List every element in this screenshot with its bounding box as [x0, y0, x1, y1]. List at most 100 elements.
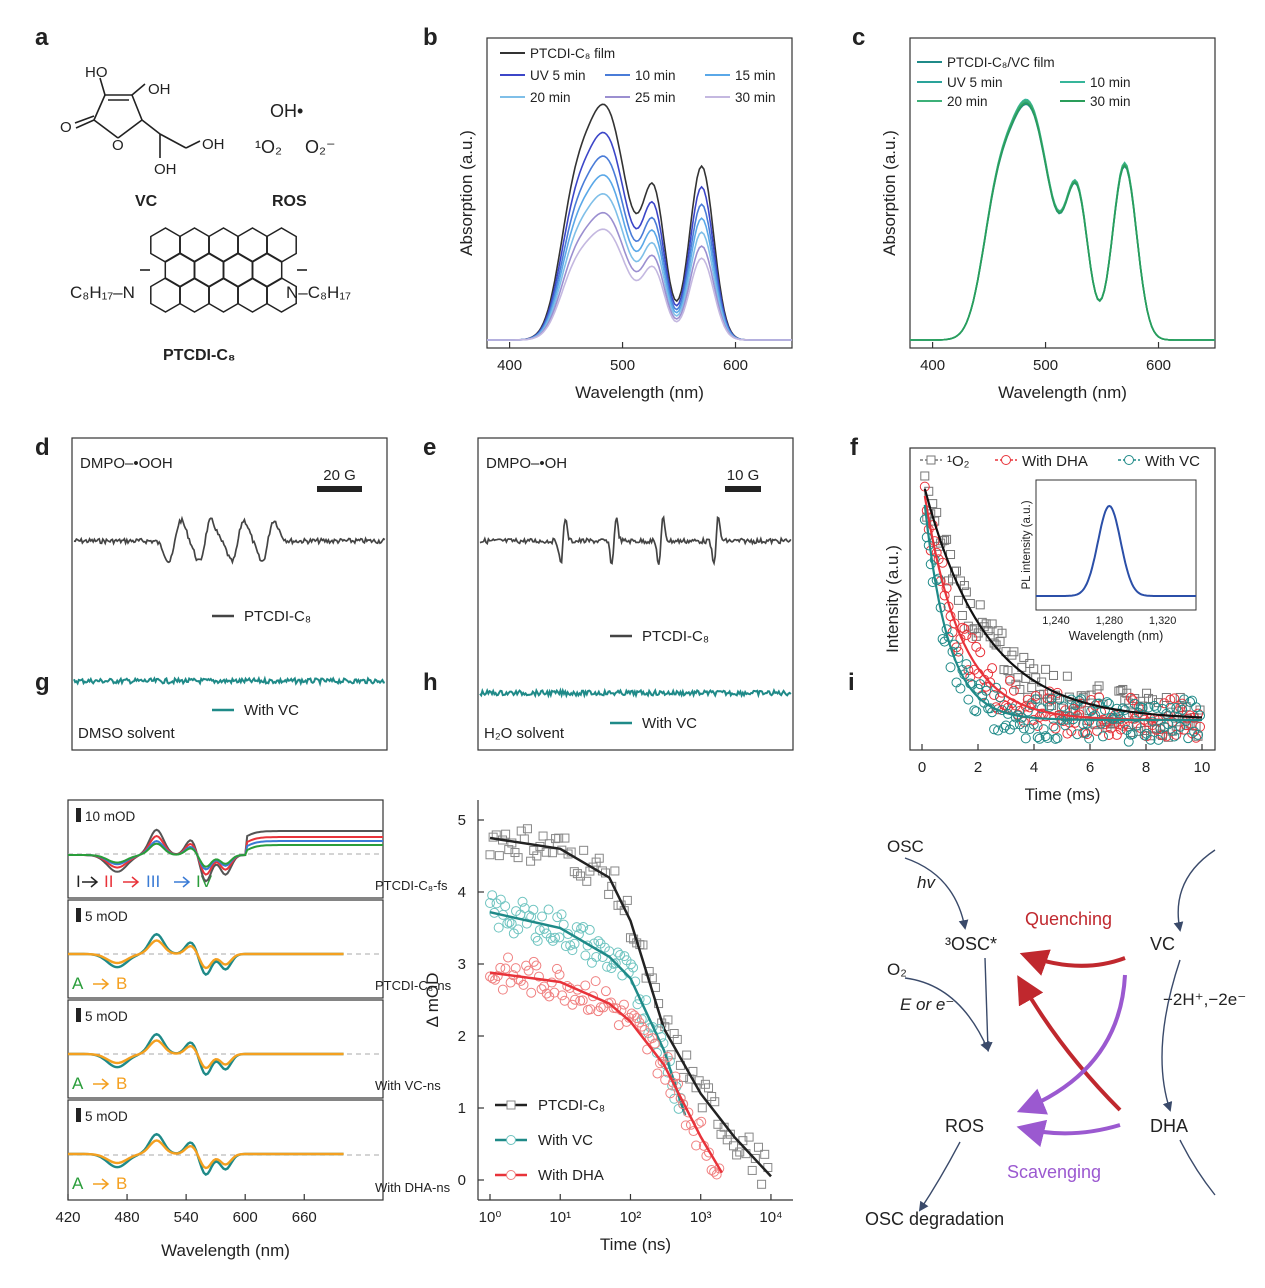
plot-frame: [71, 437, 388, 751]
data-point: [1008, 719, 1019, 730]
data-point: [544, 991, 555, 1002]
scheme-dha: DHA: [1150, 1116, 1188, 1136]
x-tick-label: 480: [115, 1209, 140, 1226]
state-b-label: B: [116, 1174, 127, 1193]
inset-y-label: PL intensity (a.u.): [1021, 500, 1033, 589]
inset-tick-label: 1,280: [1096, 615, 1124, 627]
data-point: [1066, 726, 1077, 737]
scheme-arrow: [1161, 959, 1181, 1112]
data-point: [1127, 729, 1138, 740]
data-point: [959, 623, 970, 634]
compound-label: PTCDI-C₈: [163, 347, 235, 364]
atom-label: OH: [202, 136, 225, 153]
solvent-label: H₂O solvent: [484, 725, 565, 742]
bond: [159, 133, 187, 149]
data-point: [991, 682, 1002, 693]
data-point: [487, 890, 498, 901]
data-point: [1009, 647, 1019, 657]
data-point: [997, 628, 1007, 638]
scheme-arrow: [1017, 975, 1122, 1112]
adduct-label: DMPO–•OH: [486, 455, 567, 472]
x-tick-label: 400: [497, 357, 522, 374]
x-axis-label: Wavelength (nm): [161, 1241, 290, 1260]
data-point: [503, 952, 514, 963]
data-point: [665, 1088, 676, 1099]
ring: [266, 227, 297, 263]
legend-marker: [1001, 455, 1011, 465]
data-point: [1030, 694, 1041, 705]
data-point: [707, 1092, 717, 1102]
inset-tick-label: 1,320: [1149, 615, 1177, 627]
data-point: [1019, 652, 1029, 662]
scale-bar-label: 20 G: [323, 467, 356, 484]
bond: [93, 94, 106, 121]
plot-frame: [909, 447, 1216, 751]
data-point: [516, 826, 526, 836]
spectrum-line: [487, 155, 792, 341]
data-point: [628, 962, 639, 973]
data-point: [1165, 694, 1176, 705]
ros-species: O₂⁻: [305, 137, 336, 157]
panel-i: i OSC hv Quenching ³OSC* VC O₂ E or e⁻ −2H⁺,−2e⁻…: [848, 669, 1246, 1229]
data-point: [500, 901, 511, 912]
x-tick-label: 0: [918, 759, 926, 776]
data-point: [703, 1147, 714, 1158]
data-point: [510, 848, 520, 858]
panel-d: d DMPO–•OOH 20 G PTCDI-C₈ With VC DMSO solven…: [35, 434, 388, 751]
legend-marker: [1124, 455, 1134, 465]
x-tick-label: 600: [1146, 357, 1171, 374]
data-point: [683, 1107, 694, 1118]
data-point: [757, 1179, 767, 1189]
data-point: [1052, 687, 1063, 698]
data-point: [518, 979, 529, 990]
data-point: [714, 1163, 725, 1174]
data-point: [532, 851, 542, 861]
scheme-arrow: [1173, 849, 1216, 932]
data-point: [975, 600, 985, 610]
legend-label: PTCDI-C₈: [244, 608, 311, 625]
bond: [75, 119, 95, 129]
scale-bar: [76, 1108, 81, 1122]
ring: [237, 227, 268, 263]
data-point: [547, 935, 558, 946]
data-point: [634, 994, 645, 1005]
epr-trace-vc: [73, 675, 385, 688]
data-point: [1072, 729, 1083, 740]
ta-fs-line: [68, 842, 383, 868]
panel-letter: h: [423, 669, 438, 696]
y-axis-label: Absorption (a.u.): [457, 130, 476, 256]
data-point: [663, 1015, 673, 1025]
data-point: [504, 845, 514, 855]
data-point: [1094, 681, 1104, 691]
sub-label: PTCDI-C₈-fs: [375, 878, 448, 893]
panel-b: b 400 500 600 Wavelength (nm) Absorption (a.u…: [423, 24, 793, 402]
data-point: [1029, 664, 1039, 674]
panel-letter: a: [35, 24, 49, 51]
scale-bar: [725, 486, 761, 492]
data-point: [579, 845, 589, 855]
x-tick-label: 2: [974, 759, 982, 776]
arrow-icon: [93, 1078, 110, 1090]
data-point: [1153, 734, 1164, 745]
x-tick-label: 10¹: [549, 1209, 571, 1226]
plot-frame: [486, 37, 793, 349]
data-point: [987, 619, 997, 629]
scheme-arrow: [904, 857, 969, 930]
scheme-degradation: OSC degradation: [865, 1209, 1004, 1229]
scheme-o2: O₂: [887, 960, 907, 979]
data-point: [760, 1149, 770, 1159]
data-point: [1040, 731, 1051, 742]
data-point: [494, 851, 504, 861]
data-point: [722, 1135, 732, 1145]
x-tick-label: 540: [174, 1209, 199, 1226]
data-point: [576, 871, 586, 881]
data-point: [543, 904, 554, 915]
data-point: [981, 685, 992, 696]
data-point: [506, 918, 517, 929]
y-tick-label: 4: [458, 884, 466, 901]
data-point: [735, 1147, 745, 1157]
data-point: [513, 974, 524, 985]
arrow-icon: [174, 876, 191, 888]
panel-letter: f: [850, 434, 859, 461]
data-point: [577, 995, 588, 1006]
